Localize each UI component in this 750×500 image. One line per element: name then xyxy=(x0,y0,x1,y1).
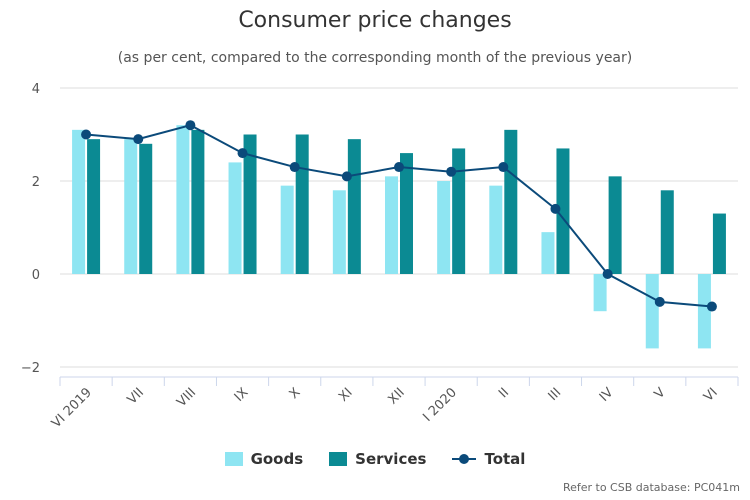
legend-swatch-services xyxy=(329,452,348,466)
bar-services xyxy=(660,190,674,274)
point-total xyxy=(550,203,561,214)
source-credit[interactable]: Refer to CSB database: PC041m xyxy=(562,481,740,494)
bar-goods xyxy=(280,185,294,274)
bar-goods xyxy=(437,181,451,274)
bar-services xyxy=(243,134,257,274)
point-total xyxy=(133,134,144,145)
bar-services xyxy=(608,176,622,274)
x-tick-label: VI xyxy=(701,385,721,405)
bar-goods xyxy=(489,185,503,274)
point-total xyxy=(185,120,196,131)
x-tick-label: IX xyxy=(232,385,252,405)
bar-services xyxy=(295,134,309,274)
bar-services xyxy=(400,153,413,274)
bar-goods xyxy=(228,162,242,274)
legend-item-goods[interactable]: Goods xyxy=(224,450,304,468)
point-total xyxy=(81,129,92,140)
legend-item-services[interactable]: Services xyxy=(329,450,426,468)
point-total xyxy=(602,269,613,279)
legend-swatch-goods xyxy=(224,452,243,466)
chart-subtitle: (as per cent, compared to the correspond… xyxy=(117,50,633,66)
bar-goods xyxy=(72,129,86,274)
bar-goods xyxy=(541,232,555,274)
bar-services xyxy=(556,148,570,274)
x-tick-label: VI 2019 xyxy=(49,385,95,431)
legend-label-total: Total xyxy=(484,450,526,468)
bar-goods xyxy=(332,190,346,274)
x-tick-label: III xyxy=(546,385,565,404)
legend-item-total[interactable]: Total xyxy=(452,450,525,468)
bar-services xyxy=(347,139,361,274)
bar-services xyxy=(712,213,726,274)
point-total xyxy=(394,162,404,173)
legend-label-services: Services xyxy=(355,450,427,468)
x-tick-label: V xyxy=(652,385,669,402)
chart-plot: 420−2 VI 2019 VII VIII IX X XI XII I 2020 II III I… xyxy=(21,82,739,431)
x-tick-label: XI xyxy=(336,385,356,405)
x-tick-label: I 2020 xyxy=(420,385,460,425)
point-total xyxy=(654,296,665,307)
bar-goods xyxy=(593,274,607,312)
x-tick-label: XII xyxy=(385,385,407,407)
bar-goods xyxy=(124,139,138,274)
point-total xyxy=(289,162,300,173)
chart-title: Consumer price changes xyxy=(238,8,512,33)
chart-legend: Goods Services Total xyxy=(0,450,750,468)
bar-services xyxy=(87,139,101,274)
point-total xyxy=(706,301,717,312)
x-tick-label: II xyxy=(496,385,512,401)
bar-goods xyxy=(645,274,659,349)
point-total xyxy=(237,148,248,159)
bar-goods xyxy=(697,274,711,349)
x-tick-label: VII xyxy=(125,385,147,407)
point-total xyxy=(498,162,509,173)
point-total xyxy=(446,166,457,177)
point-total xyxy=(341,171,352,182)
y-tick-label: 4 xyxy=(32,82,40,97)
bar-services xyxy=(452,148,466,274)
bar-services xyxy=(139,143,153,274)
y-tick-label: −2 xyxy=(21,361,40,376)
y-tick-label: 0 xyxy=(32,268,40,283)
x-tick-label: X xyxy=(287,385,304,402)
x-tick-label: IV xyxy=(597,385,617,405)
legend-label-goods: Goods xyxy=(250,450,304,468)
bar-services xyxy=(191,129,205,274)
bar-services xyxy=(504,129,518,274)
y-tick-label: 2 xyxy=(32,175,40,190)
x-tick-label: VIII xyxy=(174,385,199,410)
legend-line-marker-icon xyxy=(452,452,477,466)
bar-goods xyxy=(385,176,398,274)
bar-goods xyxy=(176,125,190,274)
